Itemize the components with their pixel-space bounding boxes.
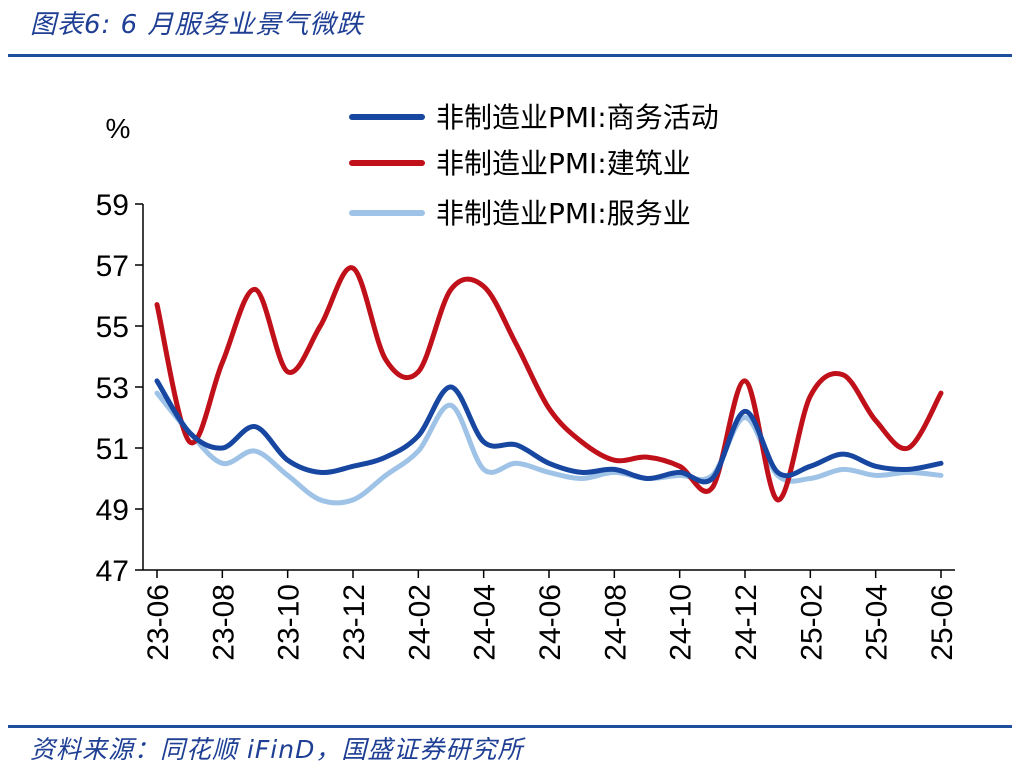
x-tick-label: 24-08 (599, 584, 632, 661)
x-tick-label: 25-04 (861, 584, 894, 661)
series-line-3 (154, 390, 944, 506)
y-tick-label: 47 (96, 555, 129, 588)
legend-label: 非制造业PMI:建筑业 (436, 147, 691, 180)
x-tick-label: 24-04 (469, 584, 502, 661)
x-tick-label: 25-02 (795, 584, 828, 661)
x-tick-label: 23-10 (273, 584, 306, 661)
legend-label: 非制造业PMI:商务活动 (436, 101, 719, 134)
x-tick-label: 25-06 (926, 584, 959, 661)
axes: % 47 49 51 53 55 57 59 23-06 23-08 23-10 23-12 24-02… (96, 113, 959, 661)
series-line-1 (154, 378, 944, 485)
x-tick-label: 23-06 (142, 584, 175, 661)
bottom-rule (8, 725, 1012, 728)
figure-title: 图表6: 6 月服务业景气微跌 (30, 10, 364, 40)
y-tick-label: 57 (96, 250, 129, 283)
y-tick-label: 51 (96, 433, 129, 466)
x-tick-label: 24-12 (730, 584, 763, 661)
y-tick-label: 53 (96, 372, 129, 405)
series-lines (154, 265, 944, 506)
y-tick-label: 55 (96, 311, 129, 344)
series-line-2 (154, 265, 944, 503)
source-note: 资料来源：同花顺 iFinD，国盛证券研究所 (30, 735, 524, 764)
top-rule (8, 54, 1012, 57)
y-tick-label: 59 (96, 189, 129, 222)
x-tick-label: 23-12 (338, 584, 371, 661)
y-tick-label: 49 (96, 494, 129, 527)
x-tick-label: 23-08 (207, 584, 240, 661)
x-tick-label: 24-02 (403, 584, 436, 661)
x-tick-label: 24-06 (534, 584, 567, 661)
legend-label: 非制造业PMI:服务业 (436, 197, 691, 230)
y-unit-label: % (106, 113, 131, 144)
x-tick-label: 24-10 (665, 584, 698, 661)
